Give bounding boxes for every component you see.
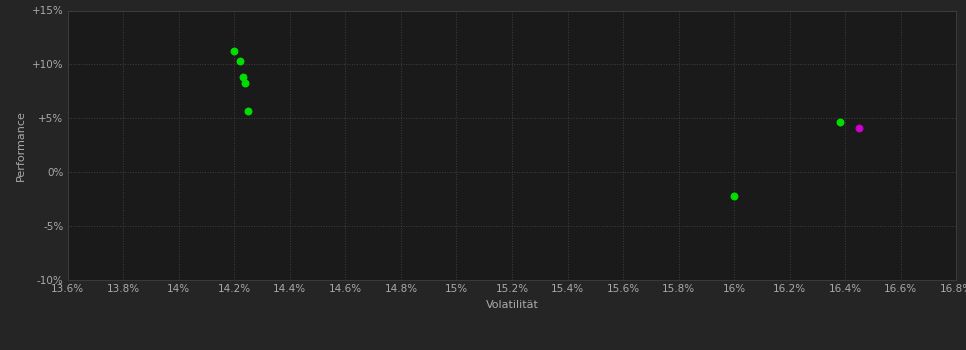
Point	[851, 125, 867, 131]
X-axis label: Volatilität: Volatilität	[486, 300, 538, 310]
Point	[235, 75, 250, 80]
Y-axis label: Performance: Performance	[16, 110, 26, 181]
Point	[226, 49, 242, 54]
Point	[726, 193, 742, 199]
Point	[238, 80, 253, 85]
Point	[232, 58, 247, 64]
Point	[832, 119, 847, 124]
Point	[241, 108, 256, 113]
